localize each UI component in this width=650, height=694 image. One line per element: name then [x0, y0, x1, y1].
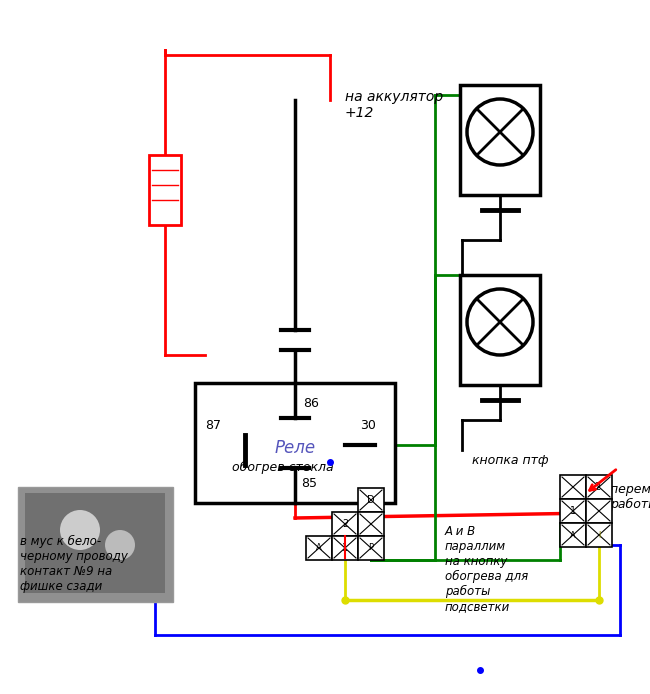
Text: 87: 87 [205, 418, 221, 432]
FancyBboxPatch shape [586, 523, 612, 547]
FancyBboxPatch shape [195, 383, 395, 503]
Circle shape [467, 99, 533, 165]
Text: на аккулятор
+12: на аккулятор +12 [345, 90, 443, 120]
Text: А и В
параллим
на кнопку
обогрева для
работы
подсветки: А и В параллим на кнопку обогрева для ра… [445, 525, 528, 613]
Text: 1: 1 [342, 543, 348, 553]
Text: 86: 86 [303, 396, 319, 409]
Text: A: A [316, 543, 322, 552]
FancyBboxPatch shape [332, 536, 358, 560]
Text: 2: 2 [594, 482, 600, 492]
Text: 2: 2 [342, 519, 348, 529]
Circle shape [60, 510, 100, 550]
Text: P: P [369, 543, 374, 552]
FancyBboxPatch shape [560, 475, 586, 499]
FancyBboxPatch shape [18, 487, 173, 602]
Text: Реле: Реле [274, 439, 315, 457]
FancyBboxPatch shape [358, 488, 384, 512]
Circle shape [467, 289, 533, 355]
FancyBboxPatch shape [149, 155, 181, 225]
FancyBboxPatch shape [332, 512, 358, 536]
Text: 85: 85 [301, 477, 317, 489]
FancyBboxPatch shape [358, 512, 384, 536]
Text: перемыкаем для
работы индикатора: перемыкаем для работы индикатора [610, 483, 650, 511]
Text: 30: 30 [360, 418, 376, 432]
FancyBboxPatch shape [460, 85, 540, 195]
FancyBboxPatch shape [586, 475, 612, 499]
Text: D: D [367, 495, 375, 505]
FancyBboxPatch shape [560, 523, 586, 547]
Text: в мус к бело-
черному проводу
контакт №9 на
фишке сзади: в мус к бело- черному проводу контакт №9… [20, 535, 128, 593]
FancyBboxPatch shape [306, 536, 332, 560]
Text: кнопка птф: кнопка птф [472, 453, 549, 466]
FancyBboxPatch shape [25, 493, 165, 593]
Text: A: A [570, 530, 576, 539]
FancyBboxPatch shape [358, 536, 384, 560]
Circle shape [105, 530, 135, 560]
Text: обогрев стекла: обогрев стекла [232, 460, 333, 473]
Text: 1: 1 [570, 506, 576, 516]
Text: l: l [598, 530, 600, 539]
FancyBboxPatch shape [560, 499, 586, 523]
FancyBboxPatch shape [586, 499, 612, 523]
FancyBboxPatch shape [460, 275, 540, 385]
